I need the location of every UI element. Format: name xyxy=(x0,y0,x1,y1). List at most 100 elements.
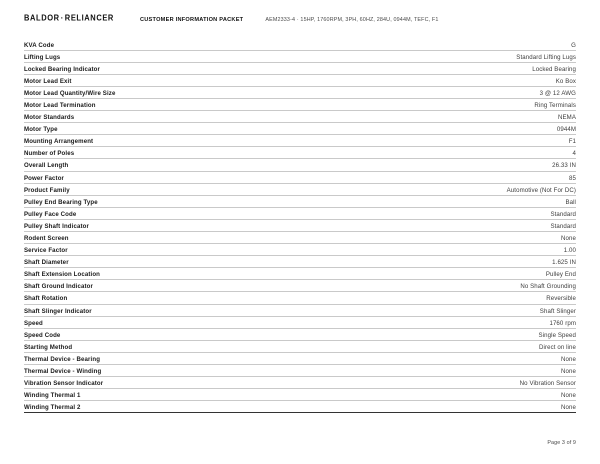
spec-label: Motor Standards xyxy=(24,110,300,124)
spec-label: Product Family xyxy=(24,183,300,196)
spec-label: Shaft Diameter xyxy=(24,255,300,269)
spec-value: 4 xyxy=(300,146,576,160)
table-row: Motor Lead Quantity/Wire Size 3 @ 12 AWG xyxy=(24,86,576,99)
table-row: KVA Code G xyxy=(24,38,576,51)
spec-value: Ring Terminals xyxy=(300,98,576,112)
spec-label: Rodent Screen xyxy=(24,231,300,245)
spec-value: 26.33 IN xyxy=(300,158,576,172)
spec-label: Winding Thermal 1 xyxy=(24,388,300,402)
spec-value: Automotive (Not For DC) xyxy=(300,183,576,196)
table-row: Speed Code Single Speed xyxy=(24,328,576,341)
spec-label: Vibration Sensor Indicator xyxy=(24,376,300,390)
specification-table-body: KVA Code G Lifting Lugs Standard Lifting Lu… xyxy=(24,38,576,414)
spec-value: Standard xyxy=(300,207,576,220)
spec-label: Motor Lead Termination xyxy=(24,98,300,112)
spec-label: Pulley Shaft Indicator xyxy=(24,219,300,233)
spec-value: 0944M xyxy=(300,122,576,136)
spec-value: G xyxy=(300,38,576,51)
spec-label: Shaft Ground Indicator xyxy=(24,279,300,293)
table-row: Pulley End Bearing Type Ball xyxy=(24,195,576,208)
table-row: Rodent Screen None xyxy=(24,231,576,245)
table-row: Starting Method Direct on line xyxy=(24,340,576,353)
spec-value: None xyxy=(300,364,576,378)
table-row: Shaft Ground Indicator No Shaft Grounding xyxy=(24,279,576,293)
spec-label: Motor Lead Quantity/Wire Size xyxy=(24,86,300,99)
spec-value: 1.00 xyxy=(300,243,576,257)
spec-label: KVA Code xyxy=(24,38,300,51)
spec-value: None xyxy=(300,400,576,414)
table-row: Locked Bearing Indicator Locked Bearing xyxy=(24,62,576,75)
table-row: Motor Lead Termination Ring Terminals xyxy=(24,98,576,112)
spec-label: Speed xyxy=(24,316,300,329)
spec-value: Standard xyxy=(300,219,576,233)
spec-label: Shaft Slinger Indicator xyxy=(24,304,300,317)
spec-label: Overall Length xyxy=(24,158,300,172)
spec-label: Lifting Lugs xyxy=(24,50,300,63)
table-row: Speed 1760 rpm xyxy=(24,316,576,329)
table-row: Shaft Diameter 1.625 IN xyxy=(24,255,576,269)
spec-label: Shaft Extension Location xyxy=(24,267,300,281)
spec-label: Speed Code xyxy=(24,328,300,341)
spec-label: Pulley Face Code xyxy=(24,207,300,220)
baldor-reliance-logo: BALDOR·RELIANCER xyxy=(24,13,114,23)
packet-title: CUSTOMER INFORMATION PACKET xyxy=(139,17,244,23)
spec-value: 85 xyxy=(300,171,576,184)
table-row: Winding Thermal 2 None xyxy=(24,400,576,414)
spec-label: Locked Bearing Indicator xyxy=(24,62,300,75)
table-row: Thermal Device - Bearing None xyxy=(24,352,576,366)
spec-value: Locked Bearing xyxy=(300,62,576,75)
table-row: Number of Poles 4 xyxy=(24,146,576,160)
spec-value: No Vibration Sensor xyxy=(300,376,576,390)
table-row: Vibration Sensor Indicator No Vibration S… xyxy=(24,376,576,390)
spec-value: None xyxy=(300,352,576,366)
brand-separator-dot: · xyxy=(60,12,64,23)
spec-label: Starting Method xyxy=(24,340,300,353)
document-header: BALDOR·RELIANCER CUSTOMER INFORMATION PA… xyxy=(0,0,600,24)
spec-value: F1 xyxy=(300,134,576,148)
table-row: Product Family Automotive (Not For DC) xyxy=(24,183,576,196)
spec-value: Direct on line xyxy=(300,340,576,353)
spec-value: Ball xyxy=(300,195,576,208)
table-row: Motor Standards NEMA xyxy=(24,110,576,124)
table-row: Motor Lead Exit Ko Box xyxy=(24,74,576,87)
table-row: Pulley Face Code Standard xyxy=(24,207,576,220)
brand-name-reliance: RELIANCER xyxy=(64,12,114,23)
spec-label: Pulley End Bearing Type xyxy=(24,195,300,208)
table-row: Winding Thermal 1 None xyxy=(24,388,576,402)
spec-value: 1.625 IN xyxy=(300,255,576,269)
page-footer: Page 3 of 9 xyxy=(547,440,576,446)
table-row: Shaft Extension Location Pulley End xyxy=(24,267,576,281)
motor-spec-string: AEM2333-4 · 15HP, 1760RPM, 3PH, 60HZ, 28… xyxy=(265,17,439,23)
spec-label: Winding Thermal 2 xyxy=(24,400,300,414)
specification-table: KVA Code G Lifting Lugs Standard Lifting Lu… xyxy=(24,38,576,414)
spec-label: Motor Type xyxy=(24,122,300,136)
table-row: Pulley Shaft Indicator Standard xyxy=(24,219,576,233)
table-row: Mounting Arrangement F1 xyxy=(24,134,576,148)
spec-value: Ko Box xyxy=(300,74,576,87)
spec-label: Thermal Device - Winding xyxy=(24,364,300,378)
spec-value: Pulley End xyxy=(300,267,576,281)
table-row: Service Factor 1.00 xyxy=(24,243,576,257)
spec-value: None xyxy=(300,231,576,245)
table-row: Thermal Device - Winding None xyxy=(24,364,576,378)
spec-value: Standard Lifting Lugs xyxy=(300,50,576,63)
table-row: Power Factor 85 xyxy=(24,171,576,184)
spec-label: Shaft Rotation xyxy=(24,291,300,305)
table-row: Motor Type 0944M xyxy=(24,122,576,136)
table-row: Lifting Lugs Standard Lifting Lugs xyxy=(24,50,576,63)
spec-value: Reversible xyxy=(300,291,576,305)
page-number-label: Page 3 of 9 xyxy=(547,440,576,446)
specification-table-container: KVA Code G Lifting Lugs Standard Lifting Lu… xyxy=(24,38,576,414)
spec-value: None xyxy=(300,388,576,402)
spec-value: Shaft Slinger xyxy=(300,304,576,317)
spec-label: Number of Poles xyxy=(24,146,300,160)
spec-label: Mounting Arrangement xyxy=(24,134,300,148)
spec-label: Thermal Device - Bearing xyxy=(24,352,300,366)
table-row: Shaft Slinger Indicator Shaft Slinger xyxy=(24,304,576,317)
table-row: Overall Length 26.33 IN xyxy=(24,158,576,172)
table-row: Shaft Rotation Reversible xyxy=(24,291,576,305)
spec-label: Power Factor xyxy=(24,171,300,184)
spec-label: Motor Lead Exit xyxy=(24,74,300,87)
spec-value: NEMA xyxy=(300,110,576,124)
